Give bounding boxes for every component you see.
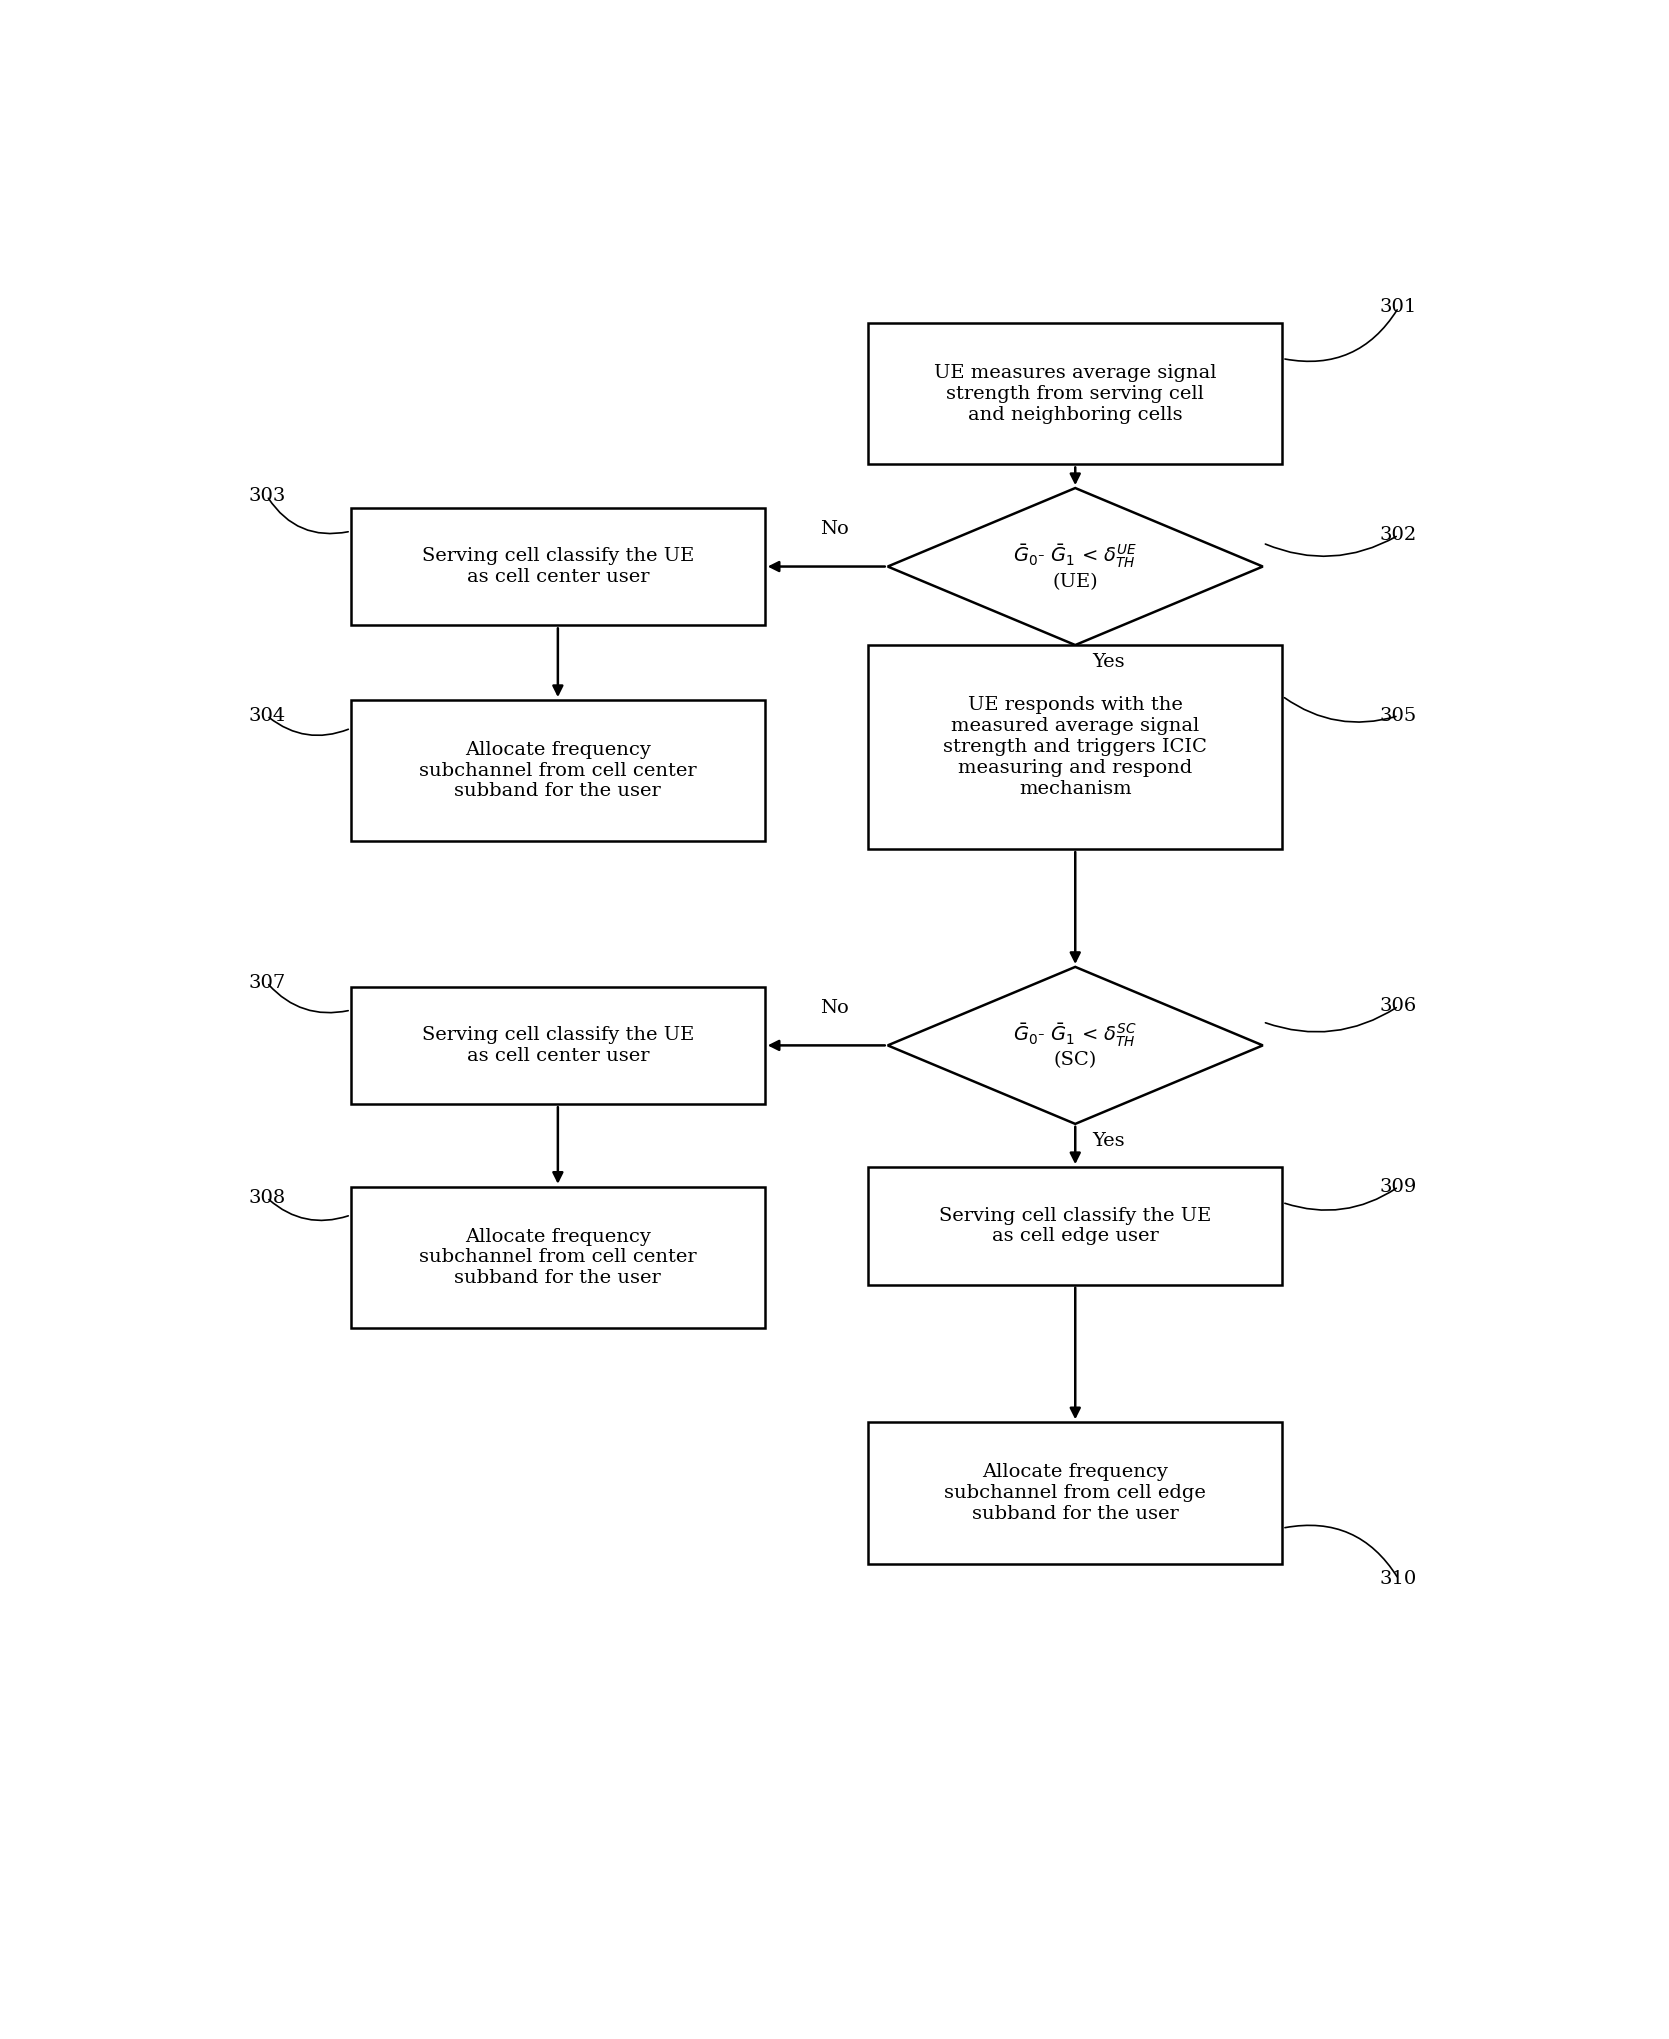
- Text: 308: 308: [249, 1189, 285, 1207]
- FancyBboxPatch shape: [350, 1187, 764, 1327]
- Text: Serving cell classify the UE
as cell center user: Serving cell classify the UE as cell cen…: [422, 546, 694, 585]
- FancyBboxPatch shape: [868, 644, 1282, 848]
- Text: Serving cell classify the UE
as cell center user: Serving cell classify the UE as cell cen…: [422, 1026, 694, 1064]
- Polygon shape: [888, 487, 1263, 644]
- Text: Allocate frequency
subchannel from cell edge
subband for the user: Allocate frequency subchannel from cell …: [945, 1464, 1207, 1523]
- FancyBboxPatch shape: [350, 508, 764, 626]
- Text: 306: 306: [1380, 997, 1417, 1015]
- Text: Yes: Yes: [1092, 652, 1125, 671]
- Text: UE measures average signal
strength from serving cell
and neighboring cells: UE measures average signal strength from…: [935, 365, 1217, 424]
- FancyBboxPatch shape: [868, 1423, 1282, 1564]
- FancyBboxPatch shape: [350, 699, 764, 842]
- Text: Yes: Yes: [1092, 1132, 1125, 1150]
- Text: $\bar{G}_0$- $\bar{G}_1$ < $\delta_{TH}^{UE}$
(UE): $\bar{G}_0$- $\bar{G}_1$ < $\delta_{TH}^…: [1013, 542, 1138, 591]
- Text: 310: 310: [1380, 1570, 1417, 1588]
- FancyBboxPatch shape: [868, 1166, 1282, 1285]
- Text: UE responds with the
measured average signal
strength and triggers ICIC
measurin: UE responds with the measured average si…: [943, 697, 1207, 797]
- Text: 303: 303: [249, 487, 285, 506]
- FancyBboxPatch shape: [350, 987, 764, 1105]
- Text: No: No: [819, 999, 850, 1017]
- Text: No: No: [819, 520, 850, 538]
- FancyBboxPatch shape: [868, 322, 1282, 465]
- Text: Serving cell classify the UE
as cell edge user: Serving cell classify the UE as cell edg…: [940, 1207, 1212, 1246]
- Text: $\bar{G}_0$- $\bar{G}_1$ < $\delta_{TH}^{SC}$
(SC): $\bar{G}_0$- $\bar{G}_1$ < $\delta_{TH}^…: [1013, 1022, 1137, 1070]
- Text: Allocate frequency
subchannel from cell center
subband for the user: Allocate frequency subchannel from cell …: [419, 740, 696, 801]
- Text: 307: 307: [249, 973, 285, 991]
- Polygon shape: [888, 966, 1263, 1123]
- Text: 309: 309: [1380, 1179, 1417, 1195]
- Text: Allocate frequency
subchannel from cell center
subband for the user: Allocate frequency subchannel from cell …: [419, 1227, 696, 1287]
- Text: 304: 304: [249, 708, 285, 724]
- Text: 301: 301: [1380, 298, 1417, 316]
- Text: 302: 302: [1380, 526, 1417, 544]
- Text: 305: 305: [1380, 708, 1417, 724]
